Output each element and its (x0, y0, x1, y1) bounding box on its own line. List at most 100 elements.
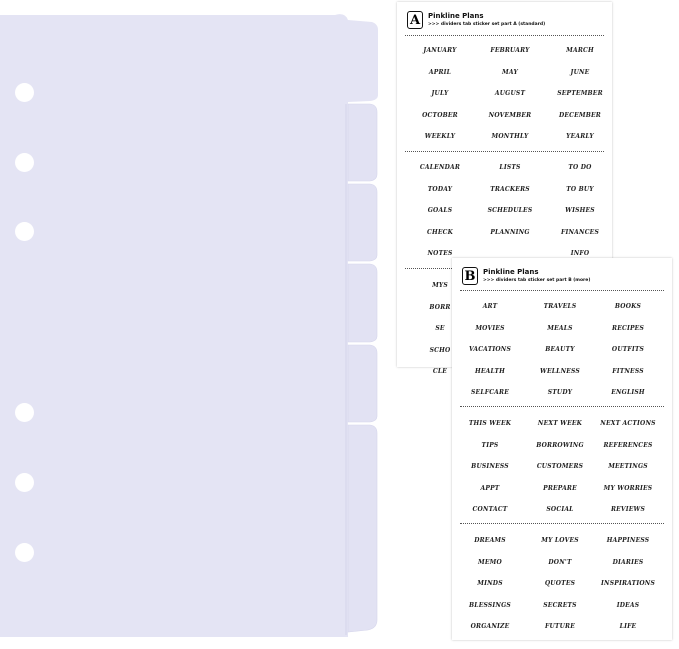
sticker-label: TODAY (427, 185, 453, 193)
sticker-label: BOOKS (614, 303, 642, 310)
sticker-label: APPT (480, 484, 500, 492)
sticker-label: CUSTOMERS (536, 463, 584, 470)
sticker-label: FEBRUARY (490, 47, 530, 54)
divider-tab-3 (347, 263, 378, 343)
sticker-label: HEALTH (475, 367, 505, 375)
sticker-label: JANUARY (423, 47, 457, 54)
sticker-label: WELLNESS (540, 367, 580, 375)
sticker-label: MY LOVES (541, 537, 579, 544)
sticker-label: VACATIONS (468, 346, 512, 353)
dotted-separator (460, 290, 664, 291)
binder-hole (15, 222, 34, 241)
sticker-label: DIARIES (612, 558, 644, 566)
sticker-label: YEARLY (566, 133, 594, 140)
sticker-label: FITNESS (612, 367, 644, 375)
sticker-label: QUOTES (544, 580, 576, 587)
sticker-label: BORR (429, 303, 451, 311)
sticker-label: INFO (570, 250, 590, 257)
sticker-label: JUNE (570, 68, 590, 76)
sticker-label: NEXT ACTIONS (600, 420, 656, 427)
divider-tab-5 (347, 424, 378, 633)
divider-page (0, 14, 378, 637)
sticker-label: DON'T (548, 558, 572, 566)
sticker-label: MY WORRIES (603, 484, 653, 492)
sticker-label: FUTURE (545, 623, 575, 630)
dotted-separator (405, 35, 604, 36)
sheet-header: A Pinkline Plans >>> dividers tab sticke… (407, 11, 545, 29)
sticker-label: THIS WEEK (468, 420, 512, 427)
binder-hole (15, 543, 34, 562)
sticker-label: HAPPINESS (606, 537, 650, 544)
sheet-header: B Pinkline Plans >>> dividers tab sticke… (462, 267, 590, 285)
logo-letter-icon: B (462, 267, 478, 285)
sheet-subtitle: >>> dividers tab sticker set part A (sta… (428, 22, 546, 27)
sticker-label: TRAVELS (543, 303, 577, 310)
sticker-label: AUGUST (494, 90, 526, 97)
sticker-label: SOCIAL (546, 506, 574, 513)
sticker-label: ENGLISH (611, 389, 645, 396)
sticker-label: APRIL (428, 68, 452, 76)
binder-hole (15, 83, 34, 102)
sticker-label: CALENDAR (419, 164, 461, 171)
sticker-label: MONTHLY (491, 133, 529, 140)
sticker-label: CHECK (426, 228, 454, 236)
sticker-label: LIFE (619, 623, 637, 630)
sticker-label: RECIPES (612, 324, 644, 332)
sticker-label: BUSINESS (471, 463, 509, 470)
sticker-label: OUTFITS (611, 346, 645, 353)
sticker-label: SECRETS (543, 601, 577, 609)
sticker-label: SELFCARE (471, 389, 509, 396)
sticker-label: MYS (432, 282, 448, 289)
sticker-label: SEPTEMBER (557, 90, 603, 97)
sticker-label: PREPARE (543, 484, 577, 492)
sticker-label: DECEMBER (559, 111, 601, 119)
sticker-label: CLE (432, 368, 448, 375)
sticker-label: ART (482, 303, 498, 310)
divider-tab-1 (347, 103, 378, 182)
sticker-label: MINDS (477, 580, 503, 587)
sticker-label: CONTACT (472, 506, 508, 513)
sticker-label: SE (435, 325, 445, 332)
sticker-label: FINANCES (561, 228, 599, 236)
sticker-label: GOALS (427, 207, 453, 214)
sticker-label: JULY (431, 90, 449, 97)
sticker-label: BLESSINGS (469, 601, 511, 609)
sticker-label: SCHO (429, 346, 451, 354)
sticker-label: STUDY (547, 389, 573, 396)
sticker-label: INSPIRATIONS (601, 580, 655, 587)
sticker-label: MEMO (478, 558, 502, 566)
sticker-label: MOVIES (475, 324, 505, 332)
sticker-label: REVIEWS (610, 506, 646, 513)
sticker-label: TO BUY (566, 185, 594, 193)
sticker-label: LISTS (499, 164, 521, 171)
sticker-label: MAY (502, 68, 518, 76)
divider-tab-4 (347, 344, 378, 423)
sticker-sheet-b: B Pinkline Plans >>> dividers tab sticke… (452, 258, 672, 640)
dotted-separator (405, 151, 604, 152)
sticker-label: TIPS (481, 441, 499, 449)
sticker-label: NOVEMBER (488, 111, 532, 119)
binder-hole (15, 403, 34, 422)
sticker-label: REFERENCES (603, 441, 653, 449)
sticker-label: IDEAS (616, 601, 640, 609)
logo-letter-icon: A (407, 11, 423, 29)
sticker-label: WEEKLY (424, 133, 456, 140)
sticker-label: BEAUTY (545, 346, 575, 353)
sticker-label: BORROWING (536, 441, 584, 449)
sticker-label: OCTOBER (422, 111, 458, 119)
sticker-label: NEXT WEEK (537, 420, 583, 427)
brand-name: Pinkline Plans (428, 12, 484, 20)
sticker-label: TO DO (568, 164, 592, 171)
sticker-label: DREAMS (474, 537, 506, 544)
sticker-label: SCHEDULES (487, 207, 533, 214)
divider-tab-2 (347, 183, 378, 262)
sticker-label: NOTES (427, 250, 453, 257)
dotted-separator (460, 406, 664, 407)
binder-hole (15, 473, 34, 492)
binder-hole (15, 153, 34, 172)
sticker-label: MEALS (547, 324, 573, 332)
sticker-label: MEETINGS (608, 463, 648, 470)
brand-name: Pinkline Plans (483, 268, 539, 276)
dotted-separator (460, 523, 664, 524)
sticker-label: WISHES (565, 207, 595, 214)
